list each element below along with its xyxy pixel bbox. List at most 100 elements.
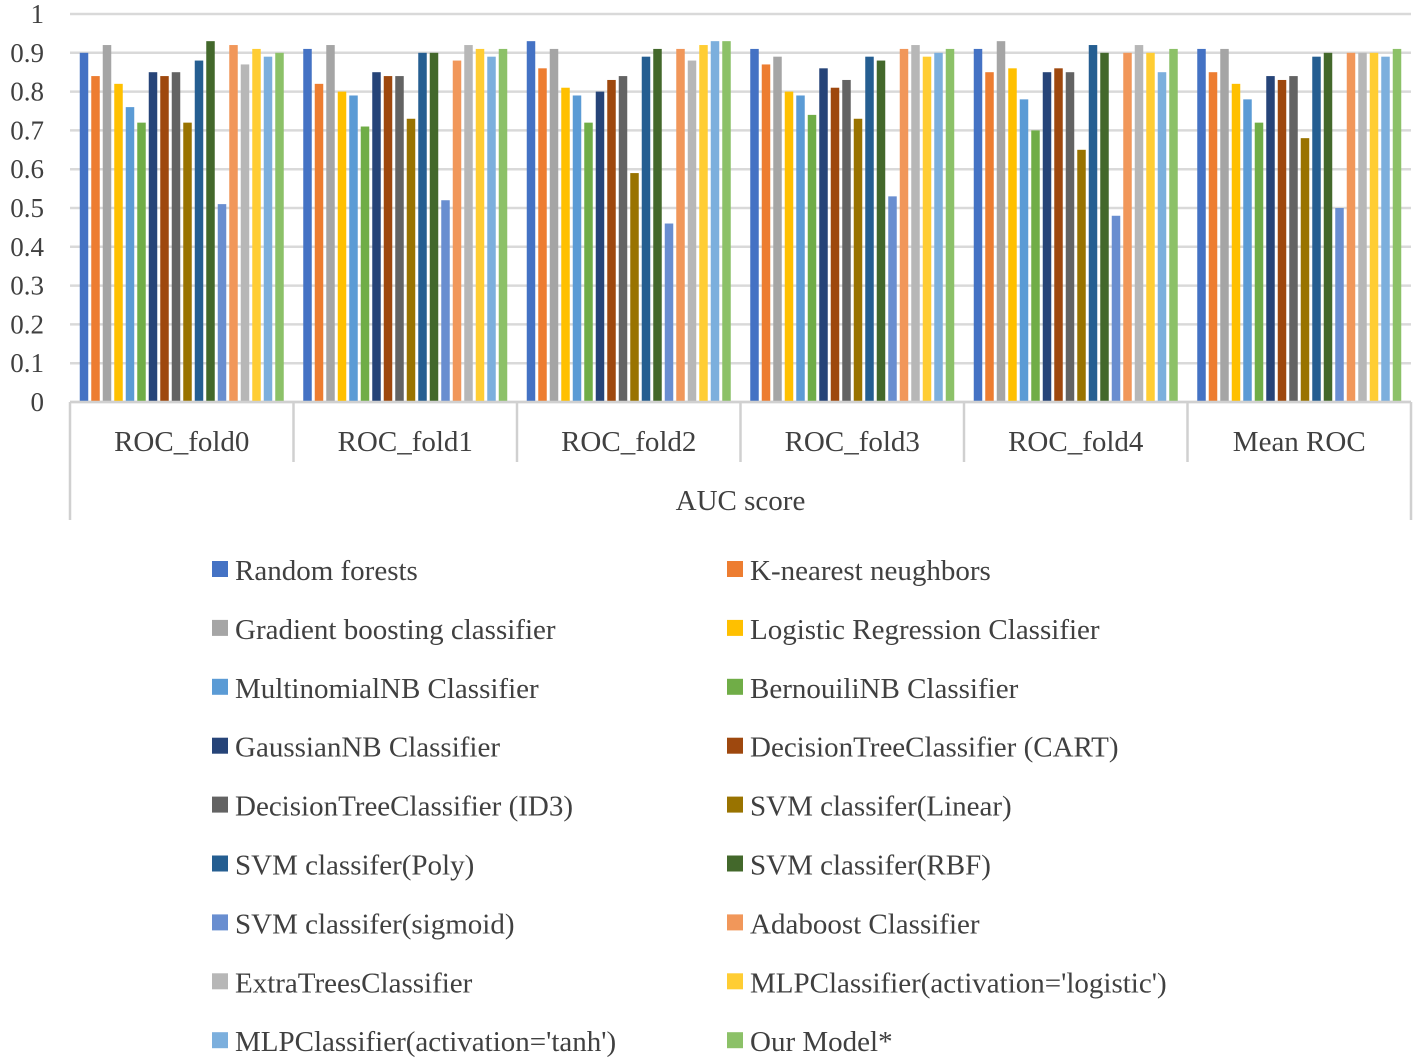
legend-label: MLPClassifier(activation='logistic') — [750, 967, 1167, 999]
bar — [1369, 52, 1379, 403]
legend-label: SVM classifer(sigmoid) — [235, 908, 515, 940]
y-tick-label: 0.3 — [10, 271, 44, 301]
bar — [1088, 45, 1098, 402]
legend-swatch — [727, 796, 743, 813]
bar — [1197, 48, 1206, 403]
bar — [1100, 52, 1109, 403]
bar — [1346, 52, 1356, 403]
bar — [148, 72, 158, 402]
legend-label: DecisionTreeClassifier (ID3) — [235, 791, 573, 823]
bar — [464, 45, 473, 402]
bar — [865, 56, 874, 403]
legend-label: GaussianNB Classifier — [235, 732, 500, 764]
legend-swatch — [212, 619, 228, 636]
y-tick-label: 0.5 — [10, 193, 44, 223]
y-tick-label: 1 — [31, 0, 45, 29]
legend-item: K-nearest neughbors — [727, 555, 991, 587]
y-axis: 0 0.1 0.2 0.3 0.4 0.5 0.6 0.7 0.8 0.9 1 — [10, 0, 44, 417]
legend: Random forests K-nearest neughbors Gradien… — [212, 555, 1167, 1058]
bar — [1323, 52, 1333, 403]
legend-label: K-nearest neughbors — [750, 555, 991, 587]
bar — [487, 56, 496, 403]
legend-label: SVM classifer(Linear) — [750, 791, 1012, 823]
bar — [699, 45, 708, 402]
bar — [676, 48, 685, 403]
legend-swatch — [727, 619, 743, 636]
bar — [1358, 52, 1367, 403]
legend-swatch — [212, 973, 228, 990]
legend-swatch — [212, 678, 228, 695]
bar — [561, 87, 570, 402]
bar — [1289, 76, 1298, 402]
legend-label: Adaboost Classifier — [750, 908, 980, 940]
y-tick-label: 0.7 — [10, 115, 44, 145]
bar — [630, 173, 639, 402]
bar — [761, 64, 771, 402]
bar — [911, 45, 920, 402]
bar — [1220, 48, 1229, 403]
bar — [796, 95, 805, 402]
bar — [1243, 99, 1252, 403]
bar — [1042, 72, 1052, 402]
legend-item: SVM classifer(RBF) — [727, 850, 991, 882]
legend-item: MultinomialNB Classifier — [212, 673, 539, 705]
bar — [1277, 79, 1287, 403]
bar — [842, 79, 851, 403]
bar — [183, 122, 192, 402]
bar — [1312, 56, 1321, 403]
legend-item: Adaboost Classifier — [727, 908, 980, 940]
y-tick-label: 0.8 — [10, 77, 44, 107]
bar — [784, 91, 794, 402]
bars — [79, 41, 1402, 403]
bar — [475, 48, 485, 403]
bar — [526, 41, 536, 402]
legend-label: Gradient boosting classifier — [235, 614, 556, 646]
legend-swatch — [727, 678, 743, 695]
bar — [1008, 68, 1017, 402]
bar — [996, 41, 1006, 402]
x-axis: AUC score ROC_fold0 ROC_fold1 ROC_fold2 ROC… — [68, 400, 1413, 520]
bar — [934, 52, 943, 403]
bar — [1381, 56, 1390, 403]
legend-item: Gradient boosting classifier — [212, 614, 556, 646]
bar — [1134, 45, 1144, 402]
bar — [125, 107, 135, 403]
legend-item: BernouiliNB Classifier — [727, 673, 1019, 705]
legend-label: MultinomialNB Classifier — [235, 673, 539, 705]
x-tick-label: ROC_fold4 — [1008, 426, 1144, 458]
bar — [1231, 83, 1241, 402]
bar — [102, 45, 112, 402]
bar — [830, 87, 840, 402]
legend-item: SVM classifer(Linear) — [727, 791, 1012, 823]
bar — [1077, 149, 1086, 402]
legend-item: Random forests — [212, 555, 418, 587]
bar — [1031, 130, 1040, 402]
legend-label: Our Model* — [750, 1026, 893, 1058]
y-tick-label: 0.4 — [10, 232, 44, 262]
legend-swatch — [727, 561, 743, 577]
y-tick-label: 0.2 — [10, 309, 44, 339]
bar — [314, 83, 324, 402]
bar — [406, 118, 416, 402]
bar — [1123, 52, 1132, 403]
bar — [595, 91, 605, 402]
bar — [664, 223, 674, 402]
bar — [853, 118, 863, 402]
bar — [819, 68, 828, 402]
bar — [1392, 48, 1402, 403]
bar — [240, 64, 250, 402]
bar — [1019, 99, 1029, 403]
bar — [1266, 76, 1275, 402]
bar — [418, 52, 427, 403]
bar — [549, 48, 559, 403]
bar — [807, 114, 817, 402]
legend-label: Random forests — [235, 555, 418, 587]
legend-label: SVM classifer(Poly) — [235, 850, 474, 882]
legend-swatch — [727, 973, 743, 990]
bar — [1146, 52, 1155, 403]
bar — [888, 196, 897, 402]
legend-swatch — [727, 914, 743, 931]
bar — [275, 52, 284, 403]
legend-item: DecisionTreeClassifier (ID3) — [212, 791, 573, 823]
